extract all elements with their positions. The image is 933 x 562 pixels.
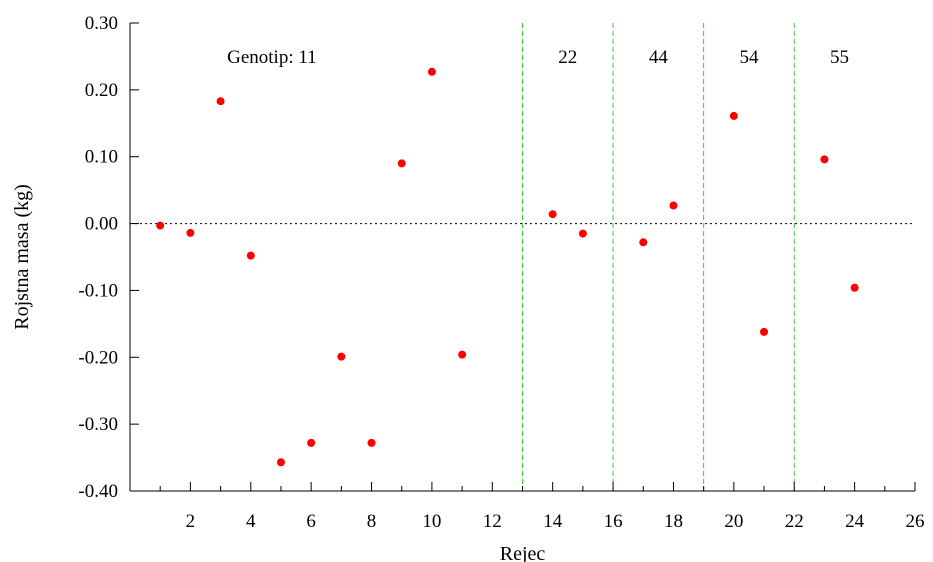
- x-ticks: 2 4 6 8 10 12 14 16 18 20 22 24 26: [159, 482, 925, 532]
- y-tick-label: 0.20: [85, 80, 118, 101]
- data-points: [156, 67, 859, 467]
- data-point: [669, 201, 678, 210]
- x-tick-label: 8: [367, 511, 377, 532]
- x-axis-title: Rejec: [500, 543, 546, 562]
- genotype-label: Genotip: 11: [227, 47, 317, 68]
- x-tick-label: 2: [186, 511, 196, 532]
- y-tick-label: 0.10: [85, 147, 118, 168]
- data-point: [548, 210, 557, 219]
- y-tick-label: 0.30: [85, 13, 118, 34]
- data-point: [820, 155, 829, 164]
- data-point: [337, 352, 346, 361]
- data-point: [186, 228, 195, 237]
- y-tick-label: -0.30: [78, 414, 118, 435]
- genotype-label: 55: [830, 47, 849, 68]
- x-tick-label: 14: [543, 511, 563, 532]
- y-ticks: 0.30 0.20 0.10 0.00 -0.10 -0.20 -0.30 -0.40: [78, 13, 139, 502]
- genotype-label: 22: [558, 47, 577, 68]
- x-tick-label: 6: [306, 511, 316, 532]
- data-point: [760, 327, 769, 336]
- data-point: [156, 221, 165, 230]
- x-tick-label: 12: [483, 511, 502, 532]
- data-point: [639, 238, 648, 247]
- data-point: [276, 458, 285, 467]
- group-dividers: [522, 23, 795, 491]
- y-tick-label: 0.00: [85, 214, 118, 235]
- data-point: [367, 438, 376, 447]
- y-tick-label: -0.10: [78, 280, 118, 301]
- x-tick-label: 20: [724, 511, 743, 532]
- group-labels: Genotip: 11 22 44 54 55: [227, 47, 849, 68]
- data-point: [850, 283, 859, 292]
- data-point: [578, 229, 587, 238]
- x-tick-label: 16: [604, 511, 623, 532]
- genotype-label: 54: [739, 47, 759, 68]
- x-tick-label: 24: [845, 511, 865, 532]
- x-tick-label: 4: [246, 511, 256, 532]
- data-point: [427, 67, 436, 76]
- y-tick-label: -0.40: [78, 481, 118, 502]
- data-point: [216, 97, 225, 106]
- data-point: [729, 111, 738, 120]
- x-tick-label: 26: [906, 511, 925, 532]
- x-tick-label: 18: [664, 511, 683, 532]
- data-point: [397, 159, 406, 168]
- y-tick-label: -0.20: [78, 347, 118, 368]
- data-point: [307, 438, 316, 447]
- x-tick-label: 10: [422, 511, 441, 532]
- data-point: [246, 251, 255, 260]
- genotype-label: 44: [649, 47, 669, 68]
- y-axis-title: Rojstna masa (kg): [11, 184, 33, 330]
- x-tick-label: 22: [785, 511, 804, 532]
- data-point: [458, 350, 467, 359]
